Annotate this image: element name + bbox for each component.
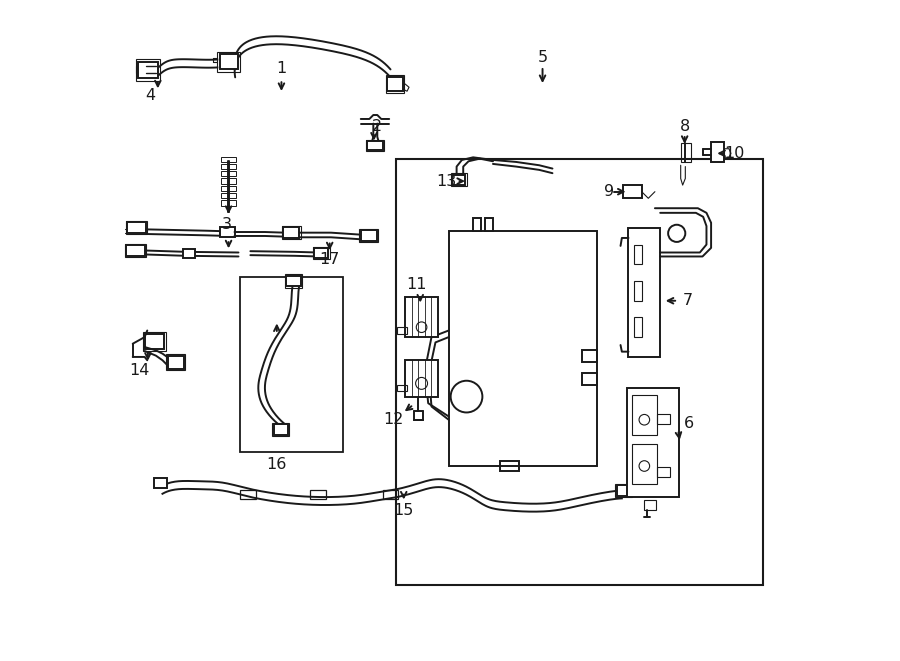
- Bar: [634, 245, 643, 264]
- Bar: [632, 444, 657, 484]
- Bar: [142, 332, 166, 351]
- Bar: [405, 360, 438, 397]
- Bar: [126, 221, 148, 234]
- Bar: [220, 227, 235, 237]
- Bar: [634, 317, 643, 337]
- Bar: [386, 75, 404, 93]
- Bar: [220, 186, 236, 191]
- Bar: [220, 178, 236, 184]
- Text: 13: 13: [436, 174, 456, 188]
- Bar: [382, 490, 399, 499]
- Text: 12: 12: [383, 412, 404, 427]
- Bar: [310, 490, 326, 499]
- Text: 16: 16: [266, 457, 287, 471]
- Bar: [274, 424, 288, 435]
- Bar: [286, 276, 301, 286]
- Bar: [473, 218, 482, 231]
- Bar: [359, 229, 378, 242]
- Bar: [397, 385, 407, 391]
- Bar: [312, 247, 329, 259]
- Bar: [314, 248, 328, 258]
- Bar: [582, 350, 597, 362]
- Bar: [632, 395, 657, 435]
- Bar: [628, 228, 661, 357]
- Bar: [284, 227, 300, 238]
- Bar: [284, 274, 302, 288]
- Bar: [183, 249, 195, 258]
- Bar: [136, 59, 160, 81]
- Bar: [240, 490, 256, 499]
- Bar: [582, 373, 597, 385]
- Bar: [500, 461, 519, 471]
- Bar: [220, 171, 236, 176]
- Bar: [616, 485, 631, 496]
- Bar: [220, 54, 238, 69]
- Bar: [657, 414, 670, 424]
- Text: 6: 6: [684, 416, 694, 430]
- Text: 5: 5: [537, 50, 547, 65]
- Bar: [485, 218, 493, 231]
- Text: 4: 4: [145, 88, 155, 102]
- Bar: [282, 226, 301, 239]
- Bar: [627, 388, 679, 497]
- Bar: [623, 185, 642, 198]
- Text: 7: 7: [683, 293, 693, 308]
- Bar: [397, 327, 407, 334]
- Bar: [220, 193, 236, 198]
- Text: 9: 9: [604, 184, 614, 199]
- Bar: [272, 423, 290, 436]
- Bar: [128, 222, 146, 233]
- Bar: [680, 143, 691, 162]
- Bar: [167, 356, 184, 369]
- Bar: [711, 142, 724, 162]
- Bar: [166, 354, 184, 370]
- Bar: [387, 77, 403, 91]
- Bar: [449, 231, 598, 466]
- Bar: [634, 281, 643, 301]
- Bar: [154, 478, 167, 488]
- Text: 8: 8: [680, 120, 689, 134]
- Bar: [240, 277, 343, 452]
- Bar: [366, 141, 383, 150]
- Text: 15: 15: [393, 504, 414, 518]
- Bar: [126, 245, 145, 256]
- Text: 1: 1: [276, 61, 286, 76]
- Bar: [220, 200, 236, 206]
- Text: 2: 2: [373, 119, 382, 134]
- Bar: [451, 173, 466, 186]
- Text: 11: 11: [407, 277, 428, 292]
- Bar: [657, 467, 670, 477]
- Bar: [220, 157, 236, 162]
- Text: 14: 14: [129, 364, 149, 378]
- Bar: [396, 159, 762, 585]
- Text: 10: 10: [724, 146, 744, 161]
- Text: 17: 17: [320, 252, 340, 266]
- Bar: [145, 334, 165, 349]
- Bar: [616, 484, 633, 497]
- Bar: [125, 244, 146, 257]
- Bar: [644, 500, 655, 510]
- Bar: [217, 52, 240, 72]
- Bar: [220, 164, 236, 169]
- Bar: [405, 297, 438, 337]
- Bar: [361, 230, 376, 241]
- Text: 3: 3: [222, 217, 232, 232]
- Bar: [138, 62, 157, 78]
- Bar: [366, 140, 384, 151]
- Bar: [452, 175, 465, 185]
